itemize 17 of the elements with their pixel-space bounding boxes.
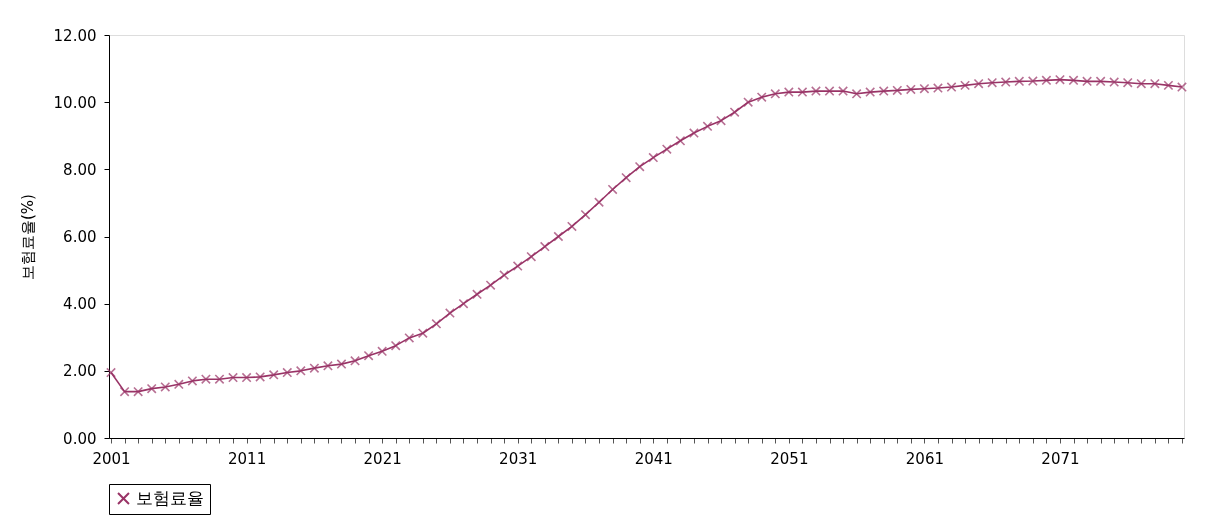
x-tick-label: 2061: [905, 449, 944, 468]
y-tick-label: 8.00: [63, 160, 97, 179]
y-tick-label: 0.00: [63, 429, 97, 448]
x-tick-label: 2071: [1041, 449, 1080, 468]
y-tick-label: 12.00: [53, 26, 97, 45]
x-tick-label: 2021: [363, 449, 402, 468]
y-tick-label: 10.00: [53, 93, 97, 112]
y-tick-label: 2.00: [63, 362, 97, 381]
y-tick-label: 6.00: [63, 228, 97, 246]
x-tick-label: 2001: [92, 449, 131, 468]
x-tick-label: 2041: [634, 449, 673, 468]
x-tick-label: 2011: [228, 449, 267, 468]
legend-label: 보험료율: [136, 487, 204, 508]
x-tick-label: 2031: [499, 449, 538, 468]
y-axis-title: 보험료율(%): [18, 194, 37, 280]
x-tick-label: 2051: [770, 449, 809, 468]
y-tick-label: 4.00: [63, 295, 97, 314]
